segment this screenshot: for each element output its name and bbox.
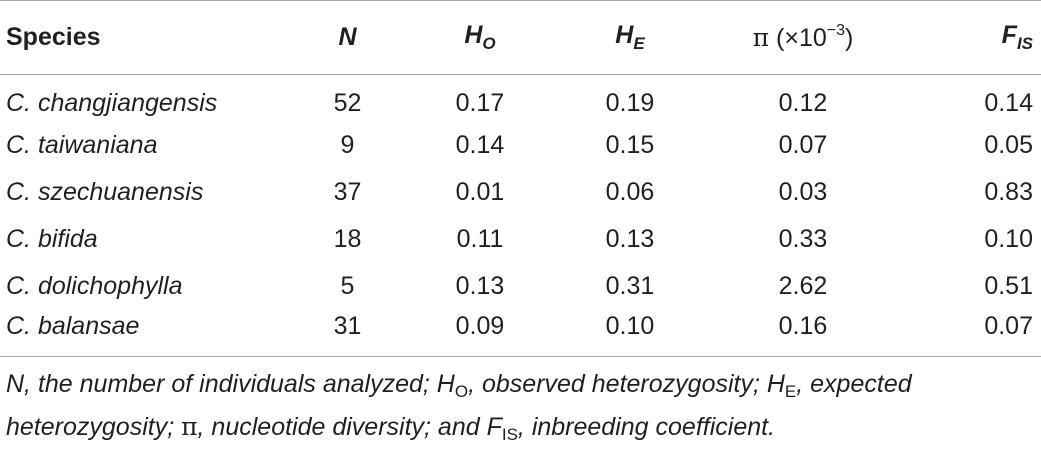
cell-species: C. dolichophylla xyxy=(6,271,183,300)
cell-he: 0.10 xyxy=(605,312,655,341)
header-pi: π (×10−3) xyxy=(752,22,854,52)
cell-species: C. balansae xyxy=(6,312,140,341)
cell-fis: 0.10 xyxy=(984,224,1033,253)
cell-he: 0.19 xyxy=(605,88,655,117)
cell-n: 37 xyxy=(333,177,362,206)
cell-fis: 0.83 xyxy=(984,177,1033,206)
table-body: C. changjiangensis 52 0.17 0.19 0.12 0.1… xyxy=(0,75,1041,357)
data-table-container: Species N HO HE π (×10−3) FIS C. changji… xyxy=(0,0,1041,444)
cell-species: C. changjiangensis xyxy=(6,88,218,117)
cell-ho: 0.17 xyxy=(455,88,505,117)
cell-ho: 0.11 xyxy=(456,224,504,253)
cell-species: C. bifida xyxy=(6,224,98,253)
cell-pi: 0.33 xyxy=(778,224,828,253)
cell-fis: 0.07 xyxy=(984,312,1033,341)
cell-pi: 0.16 xyxy=(778,312,828,341)
header-fis: FIS xyxy=(1001,21,1033,53)
cell-pi: 0.12 xyxy=(778,88,828,117)
cell-pi: 0.07 xyxy=(778,130,828,159)
table-row: C. szechuanensis 37 0.01 0.06 0.03 0.83 xyxy=(0,169,1041,216)
cell-species: C. szechuanensis xyxy=(6,177,204,206)
table-row: C. bifida 18 0.11 0.13 0.33 0.10 xyxy=(0,216,1041,263)
cell-he: 0.13 xyxy=(605,224,655,253)
table-row: C. balansae 31 0.09 0.10 0.16 0.07 xyxy=(0,310,1041,357)
cell-fis: 0.51 xyxy=(984,271,1033,300)
cell-fis: 0.14 xyxy=(984,88,1033,117)
species-diversity-table: Species N HO HE π (×10−3) FIS C. changji… xyxy=(0,0,1041,357)
cell-n: 52 xyxy=(333,88,362,117)
table-footnote: N, the number of individuals analyzed; H… xyxy=(6,370,912,444)
cell-he: 0.06 xyxy=(605,177,655,206)
table-header: Species N HO HE π (×10−3) FIS xyxy=(0,0,1041,75)
header-he: HE xyxy=(615,21,645,53)
cell-pi: 0.03 xyxy=(778,177,828,206)
header-n: N xyxy=(338,23,357,51)
cell-fis: 0.05 xyxy=(984,130,1033,159)
cell-n: 18 xyxy=(333,224,362,253)
cell-n: 9 xyxy=(340,130,355,159)
cell-he: 0.31 xyxy=(605,271,655,300)
cell-pi: 2.62 xyxy=(778,271,828,300)
table-row: C. taiwaniana 9 0.14 0.15 0.07 0.05 xyxy=(0,122,1041,169)
table-row: C. changjiangensis 52 0.17 0.19 0.12 0.1… xyxy=(0,75,1041,122)
cell-n: 31 xyxy=(333,312,362,341)
cell-ho: 0.14 xyxy=(455,130,505,159)
header-row: Species N HO HE π (×10−3) FIS xyxy=(0,1,1041,75)
header-ho: HO xyxy=(464,21,496,53)
cell-n: 5 xyxy=(340,271,355,300)
table-row: C. dolichophylla 5 0.13 0.31 2.62 0.51 xyxy=(0,263,1041,310)
cell-ho: 0.01 xyxy=(455,177,505,206)
header-species: Species xyxy=(6,23,101,51)
cell-species: C. taiwaniana xyxy=(6,130,158,159)
cell-he: 0.15 xyxy=(605,130,655,159)
cell-ho: 0.09 xyxy=(455,312,505,341)
cell-ho: 0.13 xyxy=(455,271,505,300)
